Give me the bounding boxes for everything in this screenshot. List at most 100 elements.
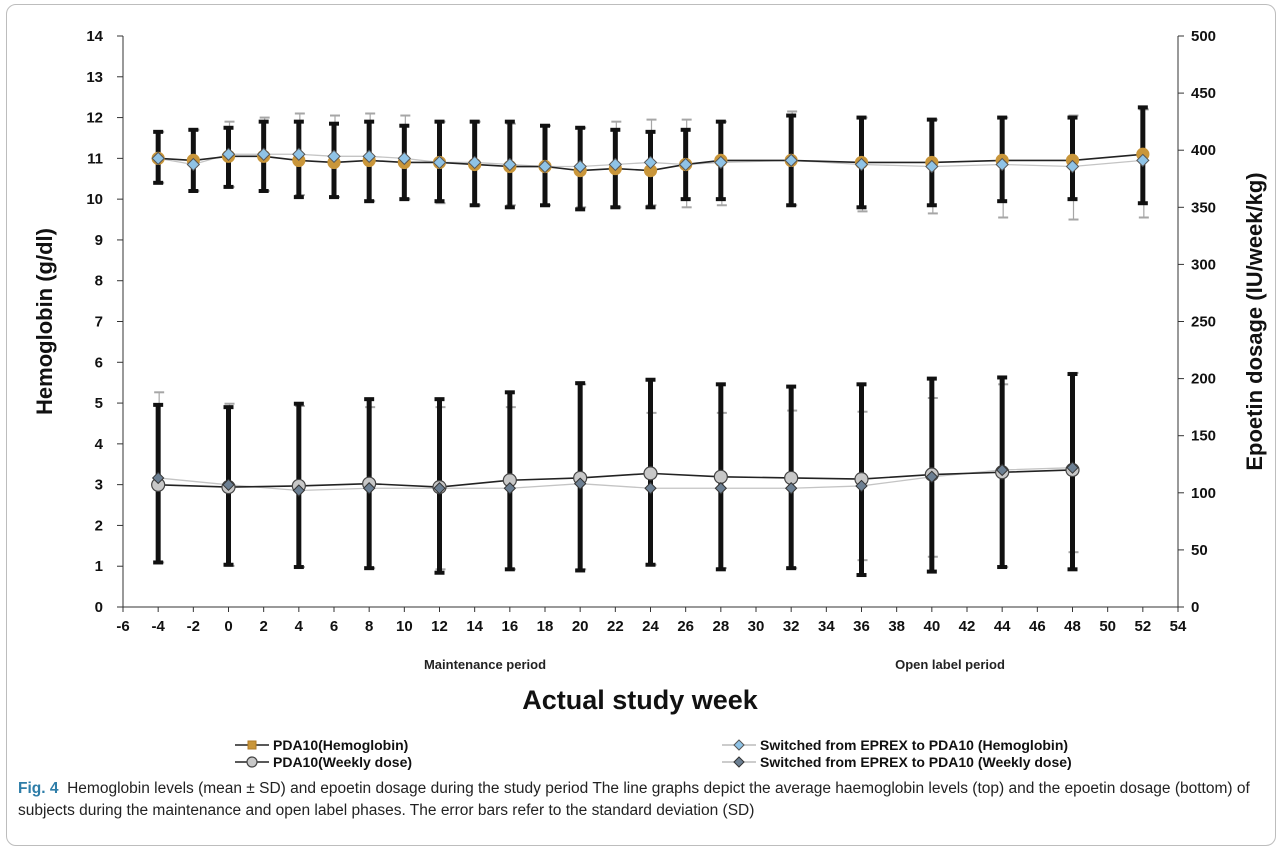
y-right-tick-label: 500 bbox=[1191, 28, 1216, 45]
x-tick-label: 18 bbox=[537, 618, 554, 635]
y-right-tick-label: 50 bbox=[1191, 542, 1208, 559]
data-point-circle bbox=[643, 466, 658, 481]
y-left-tick-label: 11 bbox=[87, 150, 103, 167]
data-point-diamond bbox=[784, 482, 798, 495]
data-point-diamond bbox=[327, 149, 341, 164]
data-point-diamond bbox=[714, 155, 728, 170]
x-tick-label: 40 bbox=[923, 618, 940, 635]
period-label-maintenance: Maintenance period bbox=[424, 657, 546, 672]
x-tick-label: 50 bbox=[1099, 618, 1116, 635]
data-point-diamond bbox=[503, 157, 517, 172]
data-point-diamond bbox=[362, 149, 376, 164]
x-tick-label: 30 bbox=[748, 618, 765, 635]
data-point-diamond bbox=[733, 756, 745, 768]
y-right-tick-label: 200 bbox=[1191, 371, 1216, 388]
y-left-tick-label: 14 bbox=[86, 28, 103, 45]
data-point-diamond bbox=[573, 159, 587, 174]
legend-label: Switched from EPREX to PDA10 (Hemoglobin… bbox=[760, 737, 1068, 753]
data-point-diamond bbox=[995, 157, 1009, 172]
x-tick-label: 46 bbox=[1029, 618, 1046, 635]
caption-text: Hemoglobin levels (mean ± SD) and epoeti… bbox=[18, 780, 1250, 819]
x-axis-title: Actual study week bbox=[522, 685, 759, 715]
caption-label: Fig. 4 bbox=[18, 780, 59, 797]
data-point-diamond bbox=[221, 147, 236, 161]
x-tick-label: 42 bbox=[959, 618, 976, 635]
data-point-diamond bbox=[432, 155, 447, 170]
data-point-diamond bbox=[151, 471, 165, 485]
y-left-tick-label: 12 bbox=[86, 110, 103, 127]
x-tick-label: 54 bbox=[1170, 618, 1187, 635]
data-point-diamond bbox=[292, 484, 306, 497]
series-line bbox=[158, 467, 1073, 492]
x-tick-label: 14 bbox=[466, 618, 483, 635]
data-point-diamond bbox=[538, 159, 552, 174]
x-tick-label: 28 bbox=[712, 618, 729, 635]
legend: PDA10(Hemoglobin)PDA10(Weekly dose) Switc… bbox=[235, 737, 1072, 770]
axes: -6 -4 -2 0 2 4 6 8 10 12 14 16 18 20 22 24 26 28 30 32 34 36 3… bbox=[86, 28, 1216, 635]
data-point-diamond bbox=[151, 151, 165, 166]
y-axis-left-title: Hemoglobin (g/dl) bbox=[32, 228, 57, 415]
x-tick-label: 38 bbox=[888, 618, 905, 635]
y-left-tick-label: 7 bbox=[95, 314, 103, 331]
data-point-diamond bbox=[433, 482, 446, 495]
data-point-circle bbox=[713, 469, 728, 484]
y-left-tick-label: 13 bbox=[86, 69, 103, 86]
x-tick-label: 48 bbox=[1064, 618, 1081, 635]
figure-caption: Fig. 4 Hemoglobin levels (mean ± SD) and… bbox=[18, 778, 1268, 822]
data-point-diamond bbox=[714, 482, 728, 495]
x-tick-label: 12 bbox=[431, 618, 448, 635]
period-label-open: Open label period bbox=[895, 657, 1005, 672]
y-right-tick-label: 100 bbox=[1191, 485, 1216, 502]
y-left-tick-label: 8 bbox=[95, 273, 103, 290]
data-point-diamond bbox=[854, 157, 869, 172]
x-tick-label: -2 bbox=[187, 618, 200, 635]
y-right-tick-label: 350 bbox=[1191, 199, 1216, 216]
data-point-diamond bbox=[292, 147, 306, 161]
y-right-tick-label: 150 bbox=[1191, 428, 1216, 445]
x-tick-label: 0 bbox=[224, 618, 232, 635]
y-left-tick-label: 5 bbox=[95, 395, 103, 412]
x-tick-label: 32 bbox=[783, 618, 800, 635]
series-markers bbox=[151, 147, 1150, 497]
x-tick-label: 20 bbox=[572, 618, 589, 635]
y-left-tick-label: 0 bbox=[95, 599, 103, 616]
y-left-tick-label: 3 bbox=[95, 477, 103, 494]
x-tick-label: -4 bbox=[151, 618, 165, 635]
x-tick-label: 8 bbox=[365, 618, 373, 635]
data-point-square bbox=[247, 740, 257, 750]
data-point-diamond bbox=[925, 159, 939, 174]
figure-frame bbox=[6, 4, 1276, 846]
x-tick-label: 6 bbox=[330, 618, 338, 635]
y-left-tick-label: 1 bbox=[95, 558, 103, 575]
y-left-tick-label: 9 bbox=[95, 232, 103, 249]
data-point-diamond bbox=[678, 157, 693, 172]
y-left-tick-label: 4 bbox=[95, 436, 104, 453]
y-left-tick-label: 10 bbox=[86, 191, 103, 208]
y-left-tick-label: 6 bbox=[95, 354, 103, 371]
data-point-diamond bbox=[643, 155, 658, 170]
y-right-tick-label: 300 bbox=[1191, 256, 1216, 273]
data-point-diamond bbox=[467, 155, 482, 170]
data-point-diamond bbox=[733, 739, 745, 751]
x-tick-label: 34 bbox=[818, 618, 835, 635]
data-point-diamond bbox=[995, 463, 1009, 477]
x-tick-label: 16 bbox=[501, 618, 518, 635]
data-point-diamond bbox=[362, 482, 376, 495]
legend-label: PDA10(Hemoglobin) bbox=[273, 737, 408, 753]
series-line bbox=[158, 469, 1073, 488]
x-tick-label: 44 bbox=[994, 618, 1011, 635]
x-tick-label: 2 bbox=[259, 618, 267, 635]
data-point-diamond bbox=[1136, 153, 1150, 168]
data-point-diamond bbox=[503, 482, 517, 495]
data-point-diamond bbox=[855, 479, 868, 493]
y-left-tick-label: 2 bbox=[95, 517, 103, 534]
data-point-diamond bbox=[1065, 159, 1080, 174]
data-point-diamond bbox=[256, 147, 271, 161]
data-point-circle bbox=[246, 756, 258, 768]
y-axis-right-title: Epoetin dosage (IU/week/kg) bbox=[1242, 172, 1267, 470]
x-tick-label: 36 bbox=[853, 618, 870, 635]
y-right-tick-label: 450 bbox=[1191, 85, 1216, 102]
x-tick-label: 26 bbox=[677, 618, 694, 635]
data-point-diamond bbox=[925, 470, 939, 484]
data-point-diamond bbox=[608, 157, 623, 172]
